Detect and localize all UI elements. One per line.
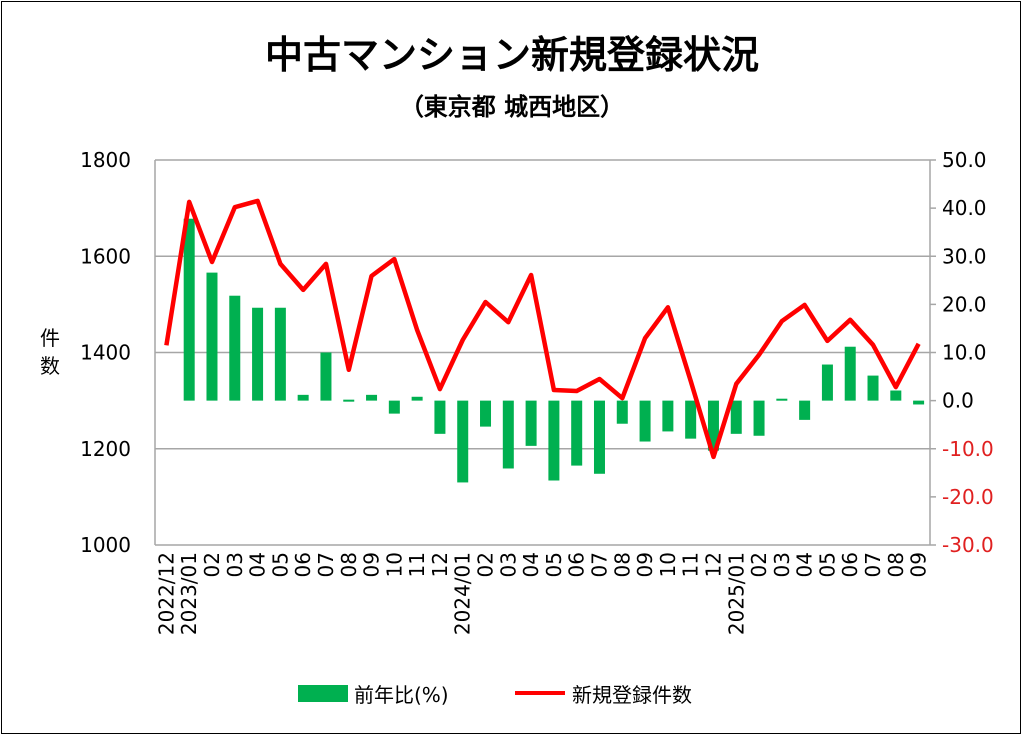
y-axis-label-char-2: 数 [40,354,60,378]
bar-yoy [297,394,309,401]
bar-yoy [890,390,902,401]
x-tick-label: 12 [701,552,725,577]
bar-yoy [639,400,651,442]
bar-yoy [252,307,264,401]
x-tick-label: 04 [793,552,817,577]
bar-yoy [821,364,833,401]
y2-tick-label: -20.0 [942,485,994,509]
x-tick-label: 05 [542,552,566,577]
x-tick-label: 06 [838,552,862,577]
bar-yoy [844,346,856,401]
legend-swatch-bar [298,685,348,702]
x-tick-label: 2025/01 [724,552,748,635]
x-tick-label: 12 [428,552,452,577]
x-tick-label: 10 [656,552,680,577]
bar-yoy [366,394,378,401]
bar-yoy [913,400,925,405]
bar-yoy [320,352,332,401]
x-tick-label: 07 [314,552,338,577]
x-tick-label: 08 [610,552,634,577]
bar-yoy [411,396,423,401]
y-axis-label-char-1: 件 [40,326,60,350]
x-tick-label: 09 [360,552,384,577]
x-tick-label: 06 [565,552,589,577]
bar-yoy [730,400,742,434]
x-tick-label: 07 [861,552,885,577]
y-tick-label: 1400 [80,341,131,365]
bar-yoy [776,398,788,401]
bar-yoy [571,400,583,466]
x-tick-label: 11 [405,552,429,577]
x-tick-label: 07 [587,552,611,577]
y2-tick-label: 30.0 [942,244,987,268]
x-tick-label: 04 [246,552,270,577]
bar-yoy [502,400,514,469]
bar-yoy [480,400,492,427]
x-tick-label: 06 [291,552,315,577]
x-tick-label: 2023/01 [177,552,201,635]
bar-yoy [799,400,811,420]
bar-yoy [229,295,241,401]
x-tick-label: 11 [679,552,703,577]
y2-tick-label: 10.0 [942,341,987,365]
bar-yoy [616,400,628,424]
bar-yoy [685,400,697,439]
bar-yoy [707,400,719,451]
bar-yoy [662,400,674,432]
y2-tick-label: 0.0 [942,389,974,413]
bar-yoy [753,400,765,436]
x-tick-label: 2024/01 [451,552,475,635]
x-tick-label: 04 [519,552,543,577]
legend-label-line: 新規登録件数 [572,683,692,707]
bar-yoy [593,400,605,474]
x-tick-label: 02 [747,552,771,577]
x-tick-label: 02 [474,552,498,577]
x-tick-label: 08 [884,552,908,577]
x-tick-label: 10 [382,552,406,577]
bar-yoy [206,272,218,401]
y-tick-label: 1600 [80,244,131,268]
x-tick-label: 09 [907,552,931,577]
bar-yoy [457,400,469,483]
x-tick-label: 05 [815,552,839,577]
legend-label-bar: 前年比(%) [354,683,449,707]
bar-yoy [183,218,195,401]
y2-tick-label: 50.0 [942,148,987,172]
x-tick-label: 08 [337,552,361,577]
bar-yoy [343,399,355,402]
bar-yoy [867,375,879,401]
x-tick-label: 02 [200,552,224,577]
bar-yoy [274,307,286,401]
x-tick-label: 03 [223,552,247,577]
x-tick-label: 03 [770,552,794,577]
x-tick-label: 2022/12 [154,552,178,635]
y-tick-label: 1200 [80,437,131,461]
line-registrations [164,198,921,460]
x-tick-label: 09 [633,552,657,577]
bar-yoy [548,400,560,481]
chart-title: 中古マンション新規登録状況 [265,33,759,77]
bar-yoy [525,400,537,446]
bar-yoy [434,400,446,434]
y-tick-label: 1800 [80,148,131,172]
y2-tick-label: 20.0 [942,292,987,316]
y2-tick-label: -30.0 [942,533,994,557]
chart-subtitle: （東京都 城西地区） [400,93,624,121]
y-tick-label: 1000 [80,533,131,557]
y2-tick-label: 40.0 [942,196,987,220]
x-tick-label: 03 [496,552,520,577]
bar-yoy [388,400,400,414]
x-tick-label: 05 [268,552,292,577]
y2-tick-label: -10.0 [942,437,994,461]
